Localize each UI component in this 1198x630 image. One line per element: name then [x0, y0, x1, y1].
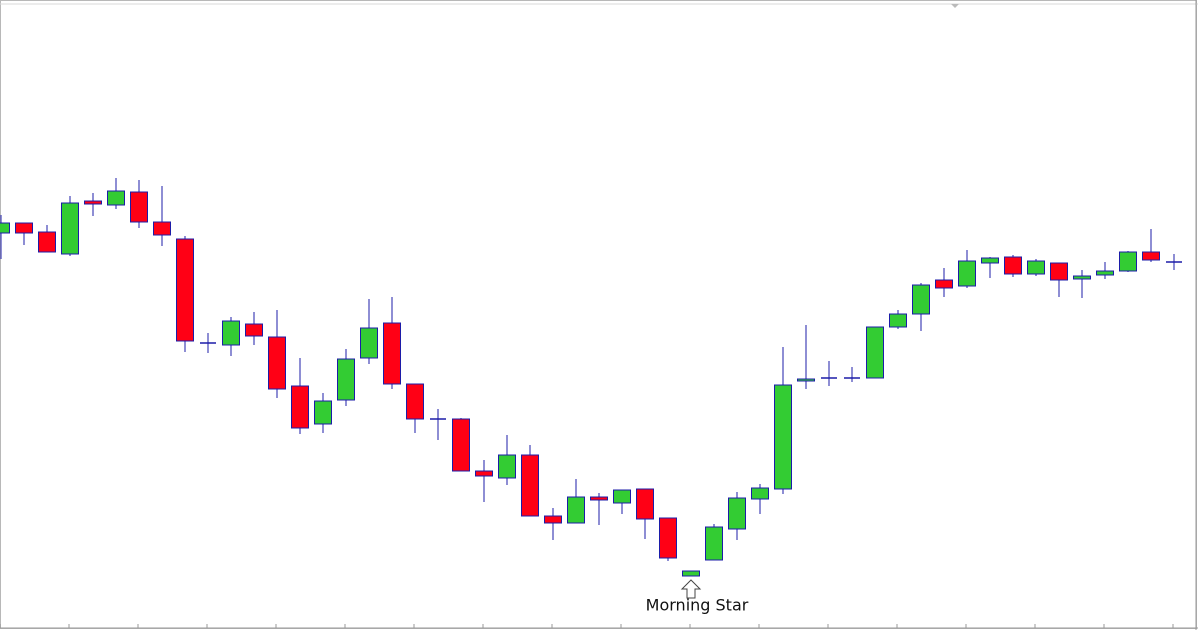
candle-body [567, 496, 585, 524]
candle-body [659, 517, 677, 559]
candle-body [1004, 256, 1022, 275]
annotation-arrow [680, 579, 702, 599]
candle-body [705, 526, 723, 561]
candle-body [889, 313, 907, 328]
candle-body [1027, 260, 1045, 275]
candle-body [291, 385, 309, 429]
candle-body [15, 222, 33, 234]
candle-body [1050, 262, 1068, 281]
candle-body [84, 200, 102, 205]
candle-body [0, 222, 10, 234]
candle-body [1142, 251, 1160, 261]
candle-body [38, 231, 56, 253]
candle-body [521, 454, 539, 517]
candle-body [1119, 251, 1137, 272]
candle-body [636, 488, 654, 520]
candle-body [958, 260, 976, 287]
candle-body [107, 190, 125, 206]
annotation-label: Morning Star [646, 596, 749, 615]
candle-body [61, 202, 79, 255]
candle-body [1096, 270, 1114, 276]
candle-body [245, 323, 263, 337]
candle-body [406, 383, 424, 420]
candle-body [912, 284, 930, 315]
candle-body [774, 384, 792, 490]
candle-body [153, 221, 171, 236]
candle-body [751, 487, 769, 500]
candle-body [866, 326, 884, 379]
candle-body [797, 378, 815, 382]
candle-body [590, 496, 608, 501]
candle-body [130, 191, 148, 223]
candle-body [981, 257, 999, 264]
candle-body [314, 400, 332, 425]
candle-body [222, 320, 240, 346]
candle-body [1073, 275, 1091, 280]
candle-body [544, 515, 562, 524]
candle-body [268, 336, 286, 390]
scroll-marker [951, 4, 959, 8]
candle-body [613, 489, 631, 504]
candle-body [475, 470, 493, 477]
candle-body [682, 570, 700, 577]
candle-body [176, 238, 194, 342]
candle-body [498, 454, 516, 479]
candle-body [383, 322, 401, 385]
candle-body [452, 418, 470, 472]
candle-body [337, 358, 355, 401]
candle-body [360, 327, 378, 359]
candle-body [728, 497, 746, 530]
candle-body [935, 279, 953, 289]
